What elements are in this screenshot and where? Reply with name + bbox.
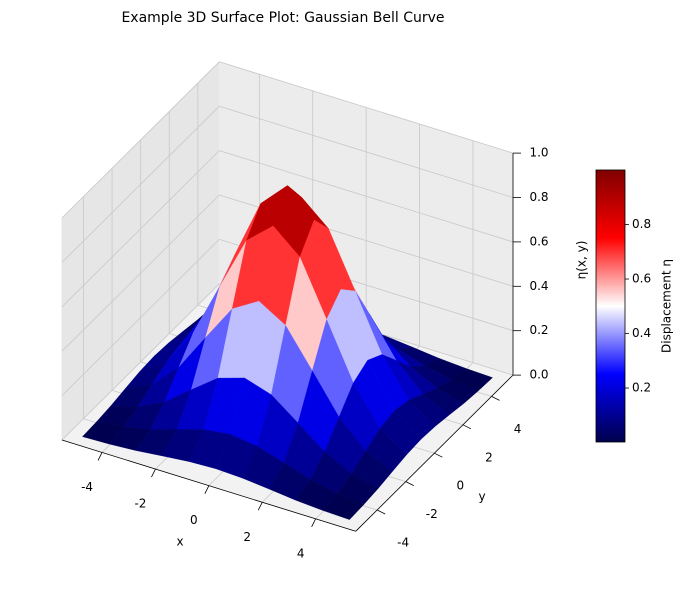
y-tick	[434, 452, 443, 458]
z-tick-label: 1.0	[529, 146, 548, 160]
grid-line	[61, 283, 220, 441]
grid-line	[219, 61, 514, 154]
y-tick	[462, 424, 472, 430]
x-tick-label: -4	[81, 480, 93, 494]
chart-title: Example 3D Surface Plot: Gaussian Bell C…	[121, 10, 444, 26]
colorbar-tick-label: 0.4	[632, 326, 651, 340]
colorbar-tick-label: 0.2	[632, 381, 651, 395]
surface-patch	[322, 493, 364, 520]
z-tick-label: 0.0	[529, 368, 548, 382]
x-tick	[204, 485, 210, 494]
x-axis-line	[61, 439, 356, 532]
z-tick-label: 0.8	[529, 190, 548, 204]
x-tick	[151, 468, 156, 478]
grid-line	[219, 105, 514, 198]
x-tick	[257, 502, 263, 511]
colorbar-tick-label: 0.8	[632, 217, 651, 231]
x-tick-label: 2	[243, 530, 251, 544]
x-tick-label: 4	[297, 546, 305, 560]
x-tick-label: 0	[190, 513, 198, 527]
x-axis-label: x	[176, 535, 183, 549]
y-axis-label: y	[478, 490, 485, 504]
colorbar-tick-label: 0.6	[632, 272, 651, 286]
grid-line	[61, 194, 220, 352]
z-axis-label: η(x, y)	[575, 241, 589, 280]
z-tick-label: 0.6	[529, 234, 548, 248]
colorbar	[595, 169, 626, 443]
y-tick	[405, 481, 414, 486]
colorbar-label: Displacement η	[660, 259, 674, 353]
y-tick-label: -2	[426, 507, 438, 521]
grid-line	[61, 239, 220, 396]
grid-line	[61, 61, 220, 219]
x-tick	[311, 518, 317, 528]
y-tick	[491, 396, 500, 401]
grid-line	[61, 105, 220, 263]
y-tick	[376, 509, 386, 515]
x-tick	[97, 452, 103, 461]
z-tick-label: 0.4	[529, 279, 548, 293]
grid-line	[61, 150, 220, 308]
x-tick-label: -2	[134, 497, 146, 511]
y-tick-label: 2	[485, 450, 493, 464]
y-tick-label: 0	[457, 479, 465, 493]
y-axis-line	[355, 374, 514, 532]
y-tick-label: 4	[514, 422, 522, 436]
grid-line	[219, 150, 514, 243]
y-tick-label: -4	[397, 536, 409, 550]
z-tick-label: 0.2	[529, 323, 548, 337]
